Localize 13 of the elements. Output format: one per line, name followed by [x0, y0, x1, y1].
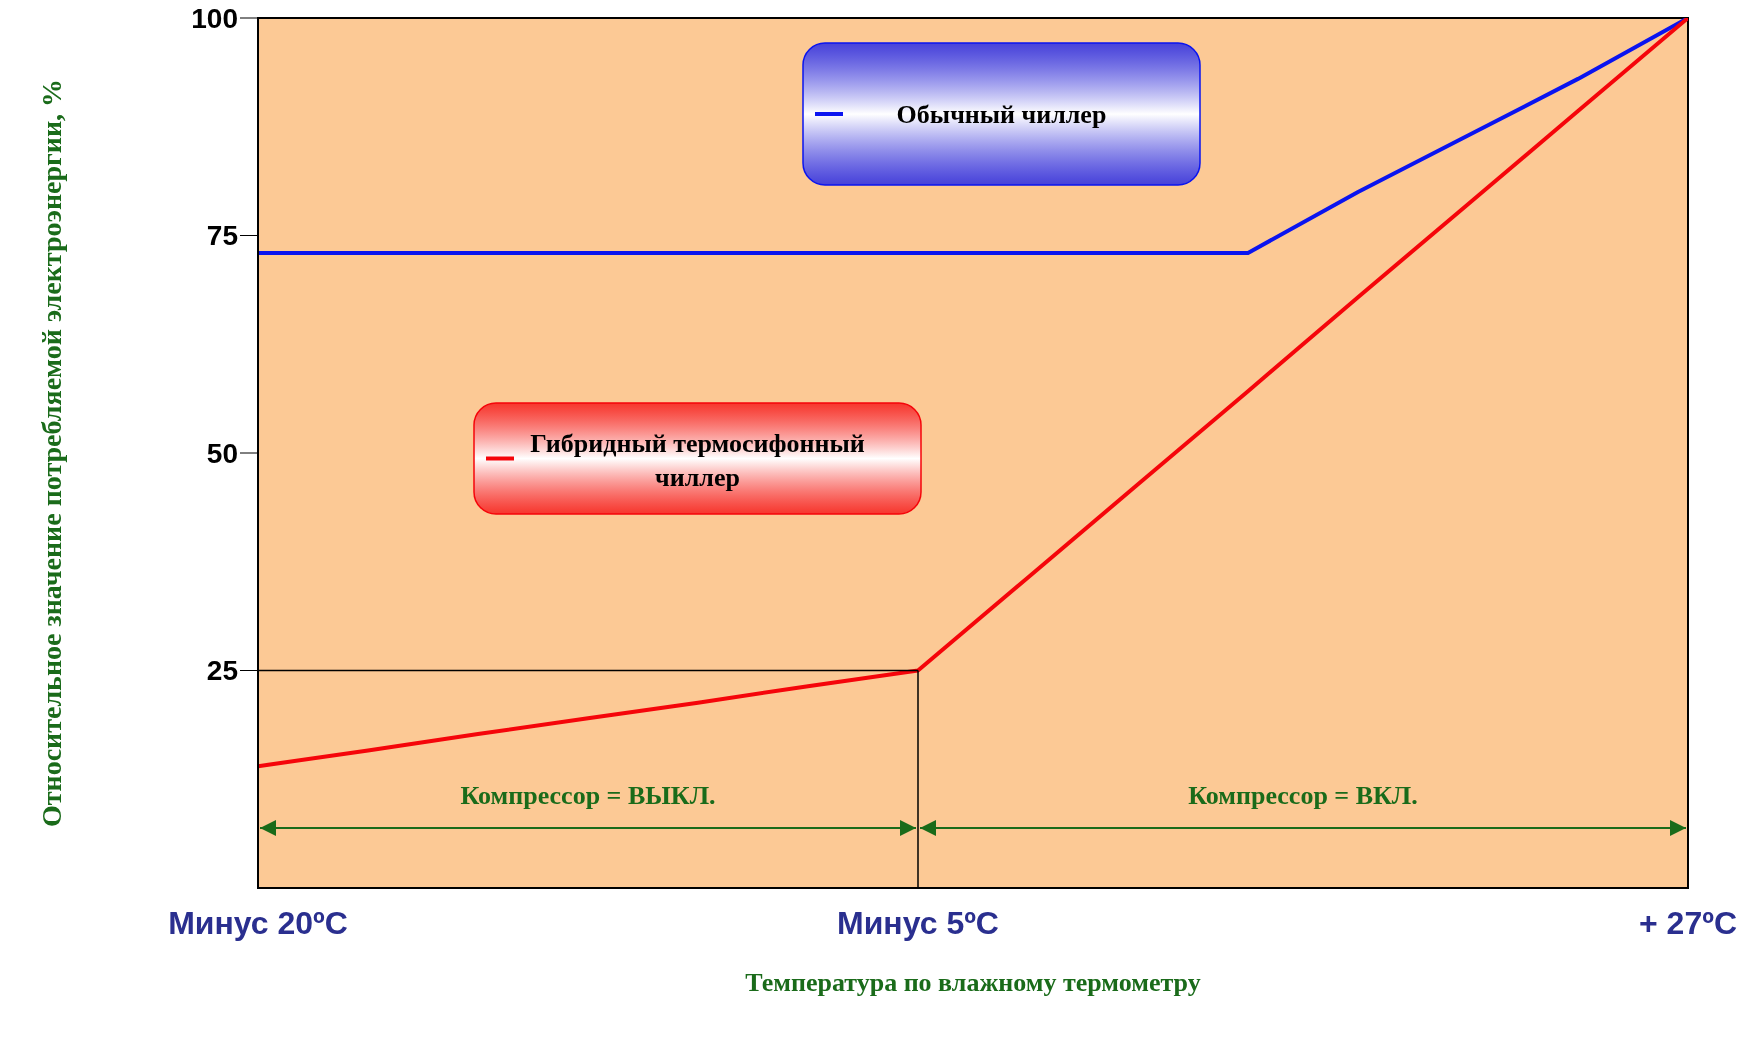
x-tick-label: + 27ºC [1639, 905, 1737, 941]
y-tick-label: 50 [206, 437, 238, 469]
y-tick-label: 25 [206, 655, 238, 687]
y-tick-label: 100 [191, 2, 238, 34]
x-axis-title: Температура по влажному термометру [744, 968, 1202, 998]
x-tick-label: Минус 20ºC [168, 905, 348, 941]
y-tick-label: 75 [206, 220, 238, 252]
legend-label: Обычный чиллер [896, 100, 1107, 129]
annotation: Компрессор = ВКЛ. [1188, 781, 1418, 810]
legend-label: Гибридный термосифонный чиллер [530, 428, 865, 492]
x-tick-label: Минус 5ºC [837, 905, 999, 941]
y-axis-title: Относительное значение потребляемой электроэнергии, % [35, 78, 68, 829]
annotation: Компрессор = ВЫКЛ. [460, 781, 716, 810]
